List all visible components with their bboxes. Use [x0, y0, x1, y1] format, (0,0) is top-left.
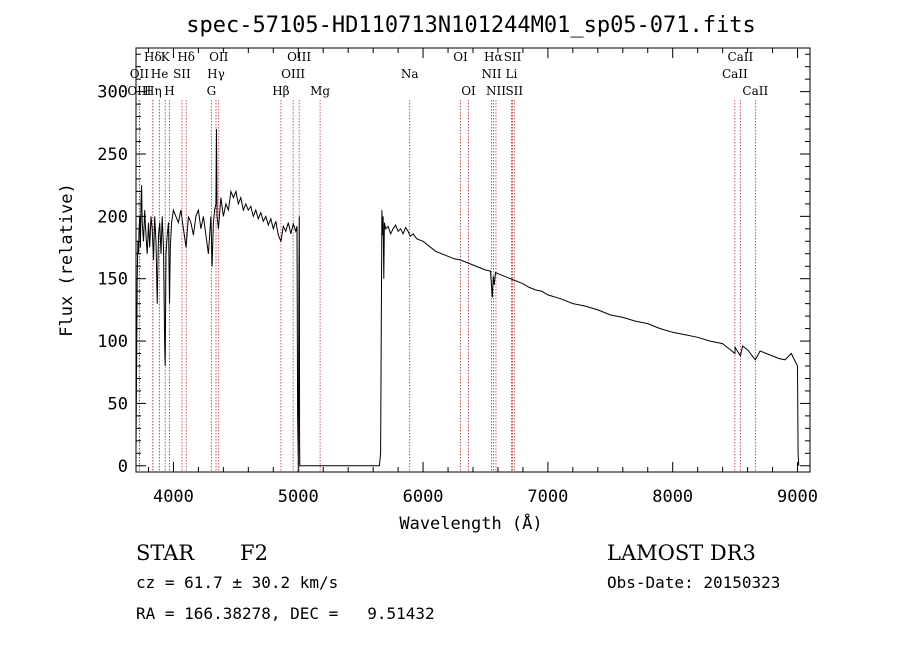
- y-tick-label-4: 200: [97, 207, 128, 227]
- y-tick-label-3: 150: [97, 270, 128, 290]
- object-class: STAR: [136, 541, 195, 565]
- line-label-4: Hη: [144, 84, 162, 98]
- x-axis-ticks: 4000 5000 6000 7000 8000 9000: [147, 48, 818, 507]
- line-label-15: Mg: [310, 84, 330, 98]
- x-tick-label-3: 7000: [527, 487, 568, 507]
- line-label-5: K: [161, 50, 171, 64]
- line-label-7: H: [164, 84, 174, 98]
- line-label-1: OII: [130, 67, 150, 81]
- y-tick-label-0: 0: [118, 457, 128, 477]
- line-label-0: Hδ: [144, 50, 162, 64]
- line-label-6: SII: [173, 67, 191, 81]
- x-tick-label-2: 6000: [403, 487, 444, 507]
- line-label-27: CaII: [742, 84, 768, 98]
- line-label-23: Li: [506, 67, 518, 81]
- plot-frame: [135, 47, 811, 473]
- obs-date: Obs-Date: 20150323: [607, 573, 780, 592]
- y-axis-ticks: 0 50 100 150 200 250 300: [97, 53, 810, 477]
- line-label-22: SII: [504, 50, 522, 64]
- line-label-25: CaII: [727, 50, 753, 64]
- object-subclass: F2: [240, 541, 268, 565]
- x-tick-label-1: 5000: [278, 487, 319, 507]
- y-tick-label-5: 250: [97, 145, 128, 165]
- y-tick-label-6: 300: [97, 83, 128, 103]
- chart-title: spec-57105-HD110713N101244M01_sp05-071.f…: [186, 13, 756, 38]
- x-tick-label-4: 8000: [652, 487, 693, 507]
- redshift-cz: cz = 61.7 ± 30.2 km/s: [136, 573, 338, 592]
- y-tick-label-1: 50: [108, 394, 128, 414]
- line-label-21: NII: [486, 84, 506, 98]
- survey-name: LAMOST DR3: [607, 541, 756, 565]
- line-label-20: NII: [481, 67, 501, 81]
- line-label-3: He: [151, 67, 169, 81]
- line-label-24: SII: [505, 84, 523, 98]
- line-label-13: OIII: [287, 50, 311, 64]
- line-label-9: OII: [209, 50, 229, 64]
- line-label-18: OI: [461, 84, 476, 98]
- line-label-11: G: [207, 84, 217, 98]
- y-tick-label-2: 100: [97, 332, 128, 352]
- y-axis-label: Flux (relative): [57, 183, 77, 337]
- line-label-2: OIII: [127, 84, 151, 98]
- x-axis-label: Wavelength (Å): [399, 512, 542, 534]
- x-tick-label-5: 9000: [777, 487, 818, 507]
- line-label-17: OI: [453, 50, 468, 64]
- line-label-26: CaII: [722, 67, 748, 81]
- line-label-12: Hβ: [272, 84, 289, 98]
- x-tick-label-0: 4000: [153, 487, 194, 507]
- ra-dec-coords: RA = 166.38278, DEC = 9.51432: [136, 604, 435, 623]
- line-label-16: Na: [401, 67, 419, 81]
- line-label-14: OIII: [281, 67, 305, 81]
- spectrum-line: [135, 129, 800, 467]
- line-label-8: Hδ: [177, 50, 195, 64]
- line-label-10: Hγ: [207, 67, 225, 81]
- line-label-19: Hα: [484, 50, 503, 64]
